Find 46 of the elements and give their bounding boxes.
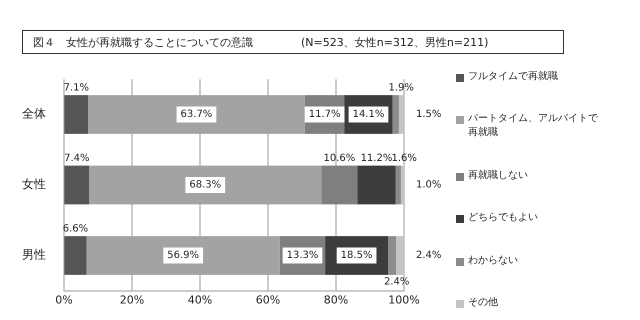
y-tick-label: 女性 (22, 177, 46, 192)
x-tick-label: 100% (388, 293, 420, 306)
bar (400, 166, 404, 204)
legend-label: フルタイムで再就職 (468, 70, 558, 84)
legend-label: どちらでもよい (468, 211, 538, 226)
bar (321, 166, 358, 204)
bar (398, 95, 404, 134)
data-label: 1.9% (388, 82, 414, 94)
data-label: 1.0% (416, 180, 442, 191)
data-label: 1.5% (416, 109, 442, 120)
data-label: 2.4% (416, 250, 442, 262)
legend-label: その他 (468, 296, 498, 310)
data-label: 14.1% (352, 109, 384, 120)
x-tick-label: 0% (55, 293, 73, 306)
data-label: 68.3% (189, 180, 222, 191)
data-label: 10.6% (324, 153, 356, 164)
bar (392, 95, 399, 134)
legend-label: パートタイム、アルバイトで再就職 (468, 112, 599, 140)
bar (396, 166, 401, 204)
data-label: 6.6% (62, 224, 88, 235)
bar (64, 236, 86, 275)
bar (357, 166, 396, 204)
data-label: 7.4% (64, 153, 90, 164)
data-label: 11.7% (308, 109, 340, 120)
data-label: 63.7% (180, 109, 212, 120)
x-tick-label: 40% (188, 293, 212, 306)
y-tick-label: 男性 (22, 248, 46, 262)
bar (64, 166, 90, 204)
data-label: 7.1% (64, 82, 90, 94)
y-tick-label: 全体 (22, 106, 46, 121)
bar (64, 95, 88, 134)
x-tick-label: 80% (324, 293, 348, 306)
bar (388, 236, 396, 275)
data-label: 13.3% (286, 250, 318, 262)
legend-label: わからない (468, 254, 518, 268)
data-label: 18.5% (340, 250, 372, 262)
legend-label: 再就職しない (468, 168, 528, 183)
chart-subtitle: (N=523、女性n=312、男性n=211) (301, 34, 488, 50)
data-label: 2.4% (384, 276, 410, 288)
data-label: 1.6% (392, 153, 417, 164)
x-tick-label: 60% (256, 293, 280, 306)
data-label: 56.9% (167, 250, 200, 262)
chart-title: 図４ 女性が再就職することについての意識 (33, 34, 253, 50)
x-tick-label: 20% (120, 293, 144, 306)
data-label: 11.2% (360, 153, 392, 164)
bar (396, 236, 404, 275)
